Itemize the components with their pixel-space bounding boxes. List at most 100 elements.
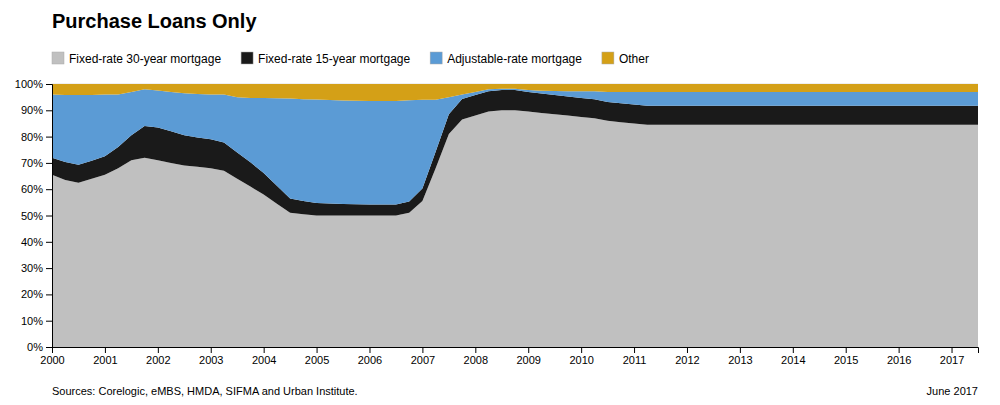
x-tick: 2005 [305,347,329,366]
x-tick-label: 2002 [146,354,170,366]
x-axis-line [53,348,979,354]
x-tick-label: 2014 [781,354,805,366]
grid [52,84,978,347]
x-tick-mark [952,347,953,353]
x-tick-mark [581,347,582,353]
x-tick-mark [211,347,212,353]
x-tick-mark [634,347,635,353]
y-tick-mark [46,189,52,190]
x-tick-label: 2010 [569,354,593,366]
y-tick-label: 50% [21,210,43,222]
x-tick: 2006 [358,347,382,366]
legend-label: Fixed-rate 30-year mortgage [69,52,221,66]
x-tick-mark [740,347,741,353]
y-tick: 100% [15,78,52,90]
x-tick: 2015 [834,347,858,366]
y-tick: 90% [21,104,52,116]
x-tick-label: 2007 [411,354,435,366]
y-tick-label: 90% [21,104,43,116]
y-tick-label: 40% [21,236,43,248]
plot-area [52,84,978,347]
legend-item: Fixed-rate 15-year mortgage [241,52,410,66]
x-tick-label: 2008 [464,354,488,366]
legend-item: Fixed-rate 30-year mortgage [52,52,221,66]
area [52,84,978,101]
x-axis: 2000 2001 2002 2003 2004 2005 2006 2007 2008 2009… [40,347,978,366]
x-tick-mark [317,347,318,353]
x-tick-label: 2013 [728,354,752,366]
x-tick-label: 2012 [675,354,699,366]
x-tick-label: 2004 [252,354,276,366]
legend-label: Adjustable-rate mortgage [447,52,582,66]
x-tick: 2016 [887,347,911,366]
y-tick-label: 10% [21,315,43,327]
x-tick: 2009 [516,347,540,366]
x-tick: 2013 [728,347,752,366]
x-tick-mark [369,347,370,353]
y-tick-mark [46,242,52,243]
x-tick: 2003 [199,347,223,366]
y-tick-mark [46,268,52,269]
x-tick-mark [422,347,423,353]
legend-swatch [602,52,614,64]
y-axis-line [46,85,53,348]
y-tick-label: 60% [21,183,43,195]
x-tick-mark [899,347,900,353]
y-tick-label: 20% [21,288,43,300]
y-axis: 0% 10% 20% 30% 40% 50% 60% 70% 80% 90% 100% [15,78,53,353]
x-tick-mark [264,347,265,353]
x-tick-label: 2011 [623,354,647,366]
x-tick-label: 2016 [887,354,911,366]
x-tick: 2002 [146,347,170,366]
legend-swatch [52,52,64,64]
y-tick: 20% [21,288,52,300]
x-tick: 2012 [675,347,699,366]
y-tick-label: 0% [27,341,43,353]
x-tick: 2004 [252,347,276,366]
y-tick-label: 70% [21,157,43,169]
x-tick: 2011 [623,347,647,366]
x-tick-label: 2001 [93,354,117,366]
legend-label: Other [619,52,649,66]
y-tick-label: 80% [21,131,43,143]
x-tick-mark [105,347,106,353]
x-tick: 2017 [940,347,964,366]
x-tick: 2010 [569,347,593,366]
legend: Fixed-rate 30-year mortgage Fixed-rate 15… [52,52,649,66]
y-tick-label: 100% [15,78,43,90]
y-tick-mark [46,84,52,85]
y-tick-mark [46,110,52,111]
x-tick: 2000 [40,347,64,366]
y-tick: 70% [21,157,52,169]
x-tick-label: 2017 [940,354,964,366]
y-tick: 40% [21,236,52,248]
y-tick-label: 30% [21,262,43,274]
x-tick-mark [158,347,159,353]
legend-label: Fixed-rate 15-year mortgage [258,52,410,66]
y-tick-mark [46,347,52,348]
x-tick-mark [846,347,847,353]
legend-swatch [241,52,253,64]
legend-swatch [430,52,442,64]
y-tick-mark [46,216,52,217]
annotation: Sources: Corelogic, eMBS, HMDA, SIFMA an… [52,385,358,397]
x-tick: 2001 [93,347,117,366]
y-tick: 50% [21,210,52,222]
x-tick: 2014 [781,347,805,366]
x-tick-label: 2000 [40,354,64,366]
x-tick-label: 2015 [834,354,858,366]
x-tick: 2007 [411,347,435,366]
x-tick-mark [528,347,529,353]
y-tick-mark [46,294,52,295]
y-tick-mark [46,137,52,138]
y-tick: 30% [21,262,52,274]
area [52,89,978,205]
x-tick-label: 2006 [358,354,382,366]
x-tick-label: 2005 [305,354,329,366]
x-tick-mark [687,347,688,353]
legend-item: Other [602,52,649,66]
y-tick: 10% [21,315,52,327]
x-tick-label: 2003 [199,354,223,366]
x-tick: 2008 [464,347,488,366]
y-tick: 60% [21,183,52,195]
